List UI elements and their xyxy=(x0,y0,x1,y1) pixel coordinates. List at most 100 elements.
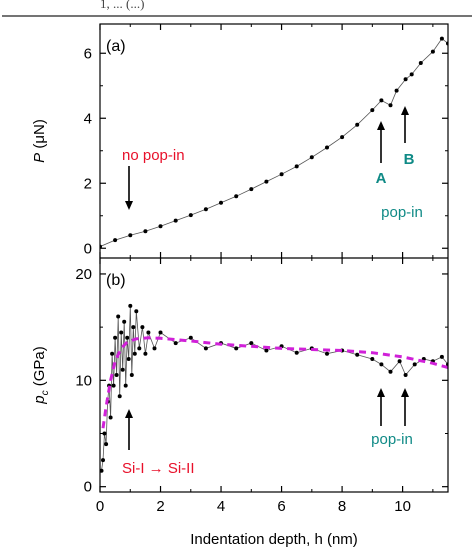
caption-fragment: 1, ... (...) xyxy=(100,0,144,11)
data-point-a xyxy=(418,61,423,65)
y-tick-label-a: 2 xyxy=(84,175,92,192)
data-point-a xyxy=(340,135,345,140)
data-point-b xyxy=(143,351,148,356)
pop-in-label-b: pop-in xyxy=(371,431,413,448)
y-tick-label-b: 20 xyxy=(75,266,92,283)
data-point-b xyxy=(379,362,384,367)
data-point-b xyxy=(158,330,163,335)
axes-layer: 0 2 4 6 0 10 20 0 2 4 6 8 10 xyxy=(75,24,448,515)
data-point-a xyxy=(309,155,314,160)
x-tick-label: 10 xyxy=(394,498,411,515)
pop-in-a-arrow-head xyxy=(377,121,385,130)
data-point-b xyxy=(116,314,121,319)
data-point-b xyxy=(113,335,118,340)
pop-in-b2-arrow-head xyxy=(401,388,409,397)
data-point-b xyxy=(126,357,131,361)
si-transition-arrow-head xyxy=(125,409,133,418)
data-point-b xyxy=(134,309,139,314)
data-point-b xyxy=(152,346,157,351)
panel-b-label: (b) xyxy=(106,272,126,289)
data-point-b xyxy=(140,325,145,330)
data-point-b xyxy=(100,468,104,473)
pop-in-label-a: pop-in xyxy=(381,204,423,221)
data-point-a xyxy=(249,187,254,192)
data-point-b xyxy=(111,383,116,388)
data-point-a xyxy=(113,238,118,243)
data-point-b xyxy=(264,348,269,353)
fit-curve xyxy=(101,336,448,429)
data-point-a xyxy=(294,164,299,169)
data-point-a xyxy=(203,207,208,212)
y-axis-title-b: pc (GPa) xyxy=(31,346,51,405)
data-point-b xyxy=(388,369,393,374)
data-point-b xyxy=(101,458,105,463)
data-point-b xyxy=(370,357,375,361)
data-point-a xyxy=(370,108,375,113)
data-point-a xyxy=(379,98,384,103)
data-point-b xyxy=(114,373,119,377)
pop-in-a-label: A xyxy=(376,170,387,187)
data-point-b xyxy=(104,442,109,447)
y-tick-label-b: 10 xyxy=(75,372,92,389)
data-point-b xyxy=(173,341,178,346)
data-point-b xyxy=(294,350,299,355)
x-tick-label: 0 xyxy=(96,498,104,515)
no-pop-in-label: no pop-in xyxy=(122,147,185,164)
data-point-b xyxy=(397,359,402,364)
data-point-b xyxy=(355,352,360,357)
data-point-b xyxy=(439,354,444,359)
data-point-b xyxy=(146,330,151,335)
data-point-b xyxy=(249,341,254,346)
data-point-a xyxy=(188,213,193,218)
data-point-a xyxy=(143,229,148,234)
data-point-b xyxy=(120,367,125,372)
data-point-b xyxy=(128,303,133,308)
data-point-a xyxy=(219,200,223,205)
y-tick-label-a: 4 xyxy=(84,110,92,127)
y-tick-label-a: 0 xyxy=(84,240,92,257)
x-tick-label: 8 xyxy=(338,498,346,515)
x-tick-label: 4 xyxy=(217,498,225,515)
data-point-b xyxy=(129,373,134,377)
pop-in-b1-arrow-head xyxy=(377,388,385,397)
data-point-a xyxy=(355,122,360,127)
data-point-a xyxy=(409,72,414,77)
x-tick-label: 6 xyxy=(277,498,285,515)
data-point-b xyxy=(122,319,127,324)
x-axis-title: Indentation depth, h (nm) xyxy=(190,531,358,548)
data-point-b xyxy=(123,383,128,388)
y-axis-title-a: P (μN) xyxy=(31,119,48,163)
y-tick-label-b: 0 xyxy=(84,479,92,496)
pop-in-b-label: B xyxy=(404,151,415,168)
data-point-b xyxy=(137,346,142,351)
data-point-b xyxy=(234,346,239,351)
no-pop-in-arrow-head xyxy=(125,201,133,210)
data-point-b xyxy=(125,335,130,340)
data-point-b xyxy=(131,325,136,330)
panel-a-label: (a) xyxy=(106,38,126,55)
data-point-b xyxy=(203,346,208,351)
data-point-b xyxy=(117,394,122,399)
data-point-a xyxy=(279,172,284,177)
x-tick-label: 2 xyxy=(156,498,164,515)
data-point-b xyxy=(119,330,124,335)
data-point-a xyxy=(403,77,408,82)
data-point-b xyxy=(412,362,417,367)
data-point-a xyxy=(325,145,329,150)
data-line-a xyxy=(100,38,448,247)
data-point-a xyxy=(430,49,435,54)
data-point-b xyxy=(110,351,115,356)
pop-in-b-arrow-head xyxy=(401,106,409,115)
data-point-b xyxy=(108,415,113,420)
data-point-b xyxy=(325,351,329,356)
data-point-a xyxy=(394,88,399,93)
y-tick-label-a: 6 xyxy=(84,45,92,62)
data-point-a xyxy=(439,36,444,41)
data-point-a xyxy=(173,218,178,223)
data-point-a xyxy=(234,194,239,199)
panel-a-plot-area xyxy=(100,36,448,249)
data-point-a xyxy=(158,224,163,229)
data-point-a xyxy=(128,233,133,238)
data-point-b xyxy=(102,431,107,436)
